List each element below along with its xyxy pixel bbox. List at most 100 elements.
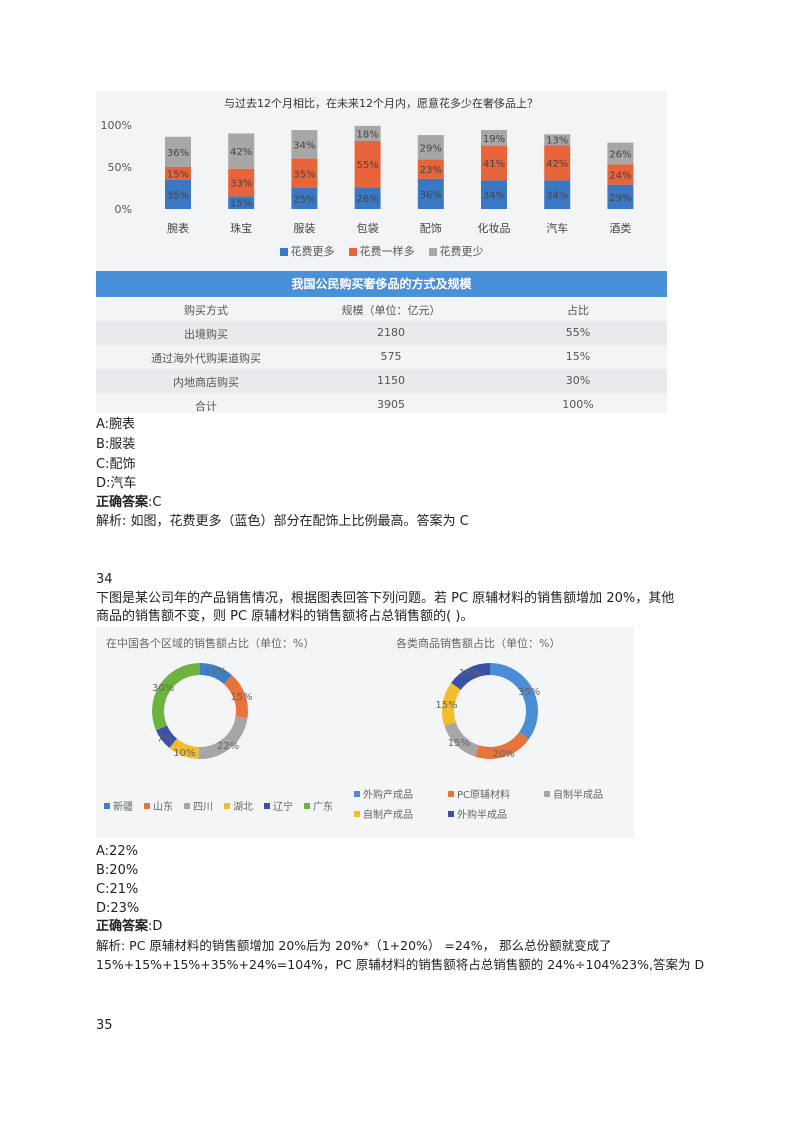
y-tick-label: 100% [101, 119, 132, 132]
category-label: 酒类 [609, 221, 631, 235]
bar-segment [481, 130, 507, 146]
bar-segment [544, 145, 571, 181]
legend-label: 四川 [193, 802, 213, 813]
bar-segment [165, 179, 191, 209]
answer-label: 正确答案 [96, 495, 149, 510]
bar-segment [165, 136, 191, 167]
category-label: 腕表 [167, 221, 189, 235]
bar-segment [417, 178, 444, 209]
answer-line: 正确答案:D [96, 917, 162, 936]
header-share: 占比 [567, 304, 589, 317]
legend-label: 自制产成品 [363, 808, 413, 821]
option-c: C:配饰 [96, 457, 136, 472]
stacked-bar-chart: 与过去12个月相比，在未来12个月内，愿意花多少在奢侈品上？ 100% 50% 0% 3… [101, 96, 634, 235]
category-label: 汽车 [546, 221, 568, 235]
answer-value: :D [148, 919, 163, 934]
answer-value: :C [148, 495, 162, 510]
bar-segment [291, 188, 318, 209]
cell: 55% [565, 326, 591, 339]
analysis-line2: 15%+15%+15%+35%+24%=104%，PC 原辅材料的销售额将占总销… [96, 957, 705, 972]
header-scale: 规模（单位：亿元） [341, 304, 441, 317]
bar-segment [354, 125, 381, 141]
legend-swatch [184, 803, 190, 809]
cell: 合计 [195, 400, 217, 413]
legend-swatch [354, 811, 360, 817]
donut-slice [199, 663, 232, 685]
data-label: 35% [167, 190, 189, 201]
donut-slice [444, 721, 480, 757]
legend-label: 外购半成品 [457, 808, 507, 821]
category-label: 珠宝 [230, 221, 252, 235]
donut-title: 各类商品销售额占比（单位：%） [396, 636, 560, 650]
data-label: 24% [609, 171, 631, 182]
table-title: 我国公民购买奢侈品的方式及规模 [96, 271, 667, 297]
data-label: 36% [420, 190, 442, 201]
cell: 通过海外代购渠道购买 [151, 352, 261, 365]
bar-segment [354, 140, 381, 188]
donut-slice [223, 675, 248, 719]
slice-label: 35% [518, 687, 540, 698]
data-label: 15% [167, 169, 189, 180]
legend-swatch [144, 803, 150, 809]
slice-label: 20% [492, 749, 514, 760]
data-label: 23% [420, 165, 442, 176]
donut-slice [489, 663, 538, 740]
analysis-line1: 解析: PC 原辅材料的销售额增加 20%后为 20%*（1+20%） =24%… [96, 938, 612, 953]
question-stem-line1: 下图是某公司年的产品销售情况，根据图表回答下列问题。若 PC 原辅材料的销售额增… [96, 591, 675, 606]
data-label: 55% [356, 160, 378, 171]
category-label: 配饰 [420, 221, 442, 235]
legend-label: 外购产成品 [363, 788, 413, 801]
legend-label: 广东 [313, 800, 333, 813]
option-d: D:23% [96, 901, 140, 916]
data-label: 34% [483, 191, 505, 202]
bar-segment [417, 159, 444, 179]
table-row: 内地商店购买 1150 30% [96, 369, 667, 393]
slice-label: 11% [205, 666, 227, 677]
legend-item-more: 花费更多 [279, 245, 335, 258]
cell: 3905 [377, 398, 405, 411]
data-label: 25% [293, 195, 315, 206]
bar-segment [481, 180, 507, 209]
data-label: 29% [420, 143, 442, 154]
data-label: 42% [230, 147, 252, 158]
answer-label: 正确答案 [96, 919, 149, 934]
data-label: 36% [167, 148, 189, 159]
category-label: 包袋 [357, 221, 379, 235]
slice-label: 22% [217, 741, 239, 752]
option-c: C:21% [96, 882, 139, 897]
bar-segment [354, 187, 381, 209]
y-tick-label: 0% [115, 203, 132, 216]
donut-slice [156, 725, 178, 748]
slice-label: 30% [152, 683, 174, 694]
slice-label: 15% [435, 700, 457, 711]
cell: 100% [562, 398, 594, 411]
donut-slice [475, 731, 529, 759]
donut-slice [198, 716, 248, 759]
cell: 15% [565, 350, 591, 363]
header-method: 购买方式 [184, 304, 228, 317]
slice-label: 15% [459, 668, 481, 679]
answer-line: 正确答案:C [96, 493, 161, 512]
legend-label: 湖北 [233, 801, 253, 813]
option-a: A:22% [96, 844, 138, 859]
bar-segment [607, 164, 634, 185]
question-number: 34 [96, 572, 113, 587]
sales-donut-figure: 在中国各个区域的销售额占比（单位：%） 11% 15% 22% 10% 7% 30% 各类商品… [96, 627, 634, 838]
legend-label: 山东 [153, 800, 173, 813]
bar-segment [417, 135, 444, 160]
cell: 30% [565, 374, 591, 387]
legend-label: 自制半成品 [553, 788, 603, 801]
data-label: 34% [293, 140, 315, 151]
question-number: 35 [96, 1018, 113, 1033]
legend-item-same: 花费一样多 [348, 245, 415, 258]
cell: 1150 [377, 374, 405, 387]
bar-segment [165, 167, 191, 180]
data-label: 35% [293, 169, 315, 180]
data-label: 42% [546, 159, 568, 170]
data-label: 29% [609, 193, 631, 204]
table-header-row: 购买方式 规模（单位：亿元） 占比 [96, 297, 667, 321]
legend-swatch [448, 811, 454, 817]
slice-label: 7% [157, 733, 173, 744]
bar-segment [228, 168, 255, 197]
bar-segment [228, 133, 255, 169]
